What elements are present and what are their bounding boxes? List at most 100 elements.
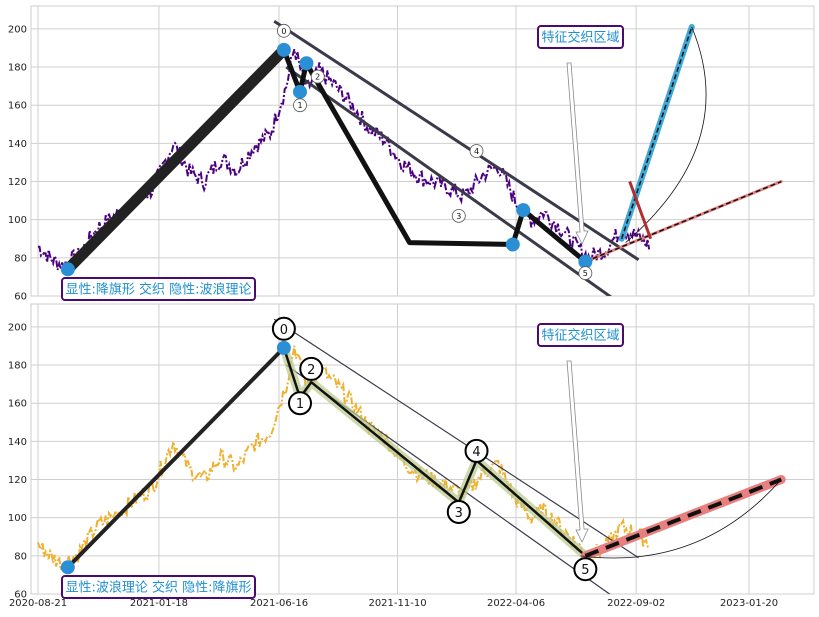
panel-top: 60 80 100 120 140 160 180 200 0 1 2 3 4 5 特征交织区域显性:降旗形… xyxy=(8,5,815,303)
wave-label-2: 2 xyxy=(299,356,324,381)
y-tick-label: 200 xyxy=(8,24,27,35)
wave-label-circle xyxy=(578,266,593,281)
wave-path-line xyxy=(282,347,587,557)
data-point xyxy=(276,340,291,355)
pattern-legend-box xyxy=(61,277,256,301)
plot-frame xyxy=(30,5,815,297)
flag-pole-line xyxy=(65,345,286,570)
wave-label-circle xyxy=(293,98,307,113)
price-series-line xyxy=(37,49,651,271)
annotation-box xyxy=(537,323,624,347)
wave-label-text: 5 xyxy=(583,269,588,278)
x-tick-label: 2021-06-16 xyxy=(250,598,308,609)
wave-label-0: 0 xyxy=(271,316,296,341)
plot-content xyxy=(37,318,786,594)
x-tick-label: 2020-08-21 xyxy=(9,598,67,609)
wave-label-circle xyxy=(446,499,471,524)
x-tick-label: 2021-11-10 xyxy=(368,598,426,609)
pattern-legend-text: 显性:波浪理论 交织 隐性:降旗形 xyxy=(65,580,251,596)
y-tick-label: 60 xyxy=(14,590,27,601)
wave-label-circle xyxy=(464,438,489,463)
wave-label-5: 5 xyxy=(573,557,598,582)
y-tick-label: 180 xyxy=(8,63,27,74)
pattern-legend-box xyxy=(61,575,256,599)
data-point xyxy=(505,237,520,252)
x-tick-label: 2022-04-06 xyxy=(487,598,545,609)
pattern-legend-text: 显性:降旗形 交织 隐性:波浪理论 xyxy=(65,282,251,298)
projection-line xyxy=(585,180,782,263)
annotation-arrow xyxy=(566,62,589,245)
plot-content xyxy=(37,20,783,296)
annotation-text: 特征交织区域 xyxy=(541,328,619,344)
wave-label-text: 4 xyxy=(474,147,479,156)
wave-label-circle xyxy=(299,356,324,381)
wave-label-circle xyxy=(287,391,312,416)
wave-label-text: 5 xyxy=(581,563,589,578)
wave-label-1: 1 xyxy=(287,391,312,416)
flag-pole-line xyxy=(62,44,290,275)
data-point xyxy=(516,203,531,218)
data-point xyxy=(578,254,593,269)
data-point xyxy=(292,84,307,99)
x-tick-label: 2021-01-18 xyxy=(130,598,188,609)
wave-label-text: 4 xyxy=(472,445,480,460)
wave-label-1: 1 xyxy=(293,98,307,113)
x-tick-label: 2023-01-20 xyxy=(720,598,778,609)
projection-line xyxy=(584,477,782,558)
x-tick-label: 2022-09-02 xyxy=(607,598,665,609)
wave-label-text: 3 xyxy=(455,506,463,521)
y-tick-label: 140 xyxy=(8,139,27,150)
y-tick-label: 80 xyxy=(14,253,27,264)
wave-label-3: 3 xyxy=(451,208,466,223)
arrow-shape xyxy=(566,360,589,543)
channel-lower-line xyxy=(285,65,613,296)
wave-label-text: 2 xyxy=(307,363,315,378)
wave-label-text: 1 xyxy=(296,397,304,412)
data-point xyxy=(60,262,75,277)
data-point xyxy=(299,56,314,71)
wave-label-text: 3 xyxy=(456,212,461,221)
wave-label-text: 1 xyxy=(297,101,302,110)
wave-label-4: 4 xyxy=(469,144,484,158)
y-tick-label: 140 xyxy=(8,437,27,448)
y-tick-label: 100 xyxy=(8,513,27,524)
wave-label-2: 2 xyxy=(310,69,325,84)
y-tick-label: 120 xyxy=(8,475,27,486)
projection-arc xyxy=(625,26,707,243)
y-tick-label: 180 xyxy=(8,361,27,372)
arrow-shape xyxy=(566,62,589,245)
wave-label-text: 2 xyxy=(315,73,320,82)
y-tick-label: 80 xyxy=(14,551,27,562)
y-tick-label: 100 xyxy=(8,215,27,226)
y-tick-label: 160 xyxy=(8,399,27,410)
y-tick-label: 160 xyxy=(8,101,27,112)
wave-label-3: 3 xyxy=(446,499,471,524)
wave-label-4: 4 xyxy=(464,438,489,463)
projection-line xyxy=(620,26,693,239)
channel-upper-line xyxy=(273,318,639,559)
wave-label-circle xyxy=(573,557,598,582)
y-tick-label: 120 xyxy=(8,177,27,188)
wave-label-0: 0 xyxy=(276,23,291,38)
wave-label-text: 0 xyxy=(281,27,286,36)
annotation-text: 特征交织区域 xyxy=(541,30,619,46)
wave-label-circle xyxy=(451,208,466,223)
annotation-arrow xyxy=(566,360,589,543)
y-tick-label: 60 xyxy=(14,292,27,303)
wave-label-text: 0 xyxy=(280,323,288,338)
projection-segment xyxy=(628,181,653,240)
wave-label-circle xyxy=(271,316,296,341)
plot-frame xyxy=(30,303,815,595)
wave-label-circle xyxy=(310,69,325,84)
wave-label-circle xyxy=(276,23,291,38)
data-point xyxy=(60,560,75,575)
wave-label-circle xyxy=(469,144,484,158)
wave-label-5: 5 xyxy=(578,266,593,281)
data-point xyxy=(276,42,291,57)
y-tick-label: 200 xyxy=(8,322,27,333)
projection-arc xyxy=(580,479,782,559)
channel-upper-line xyxy=(273,20,640,262)
annotation-box xyxy=(537,25,624,49)
